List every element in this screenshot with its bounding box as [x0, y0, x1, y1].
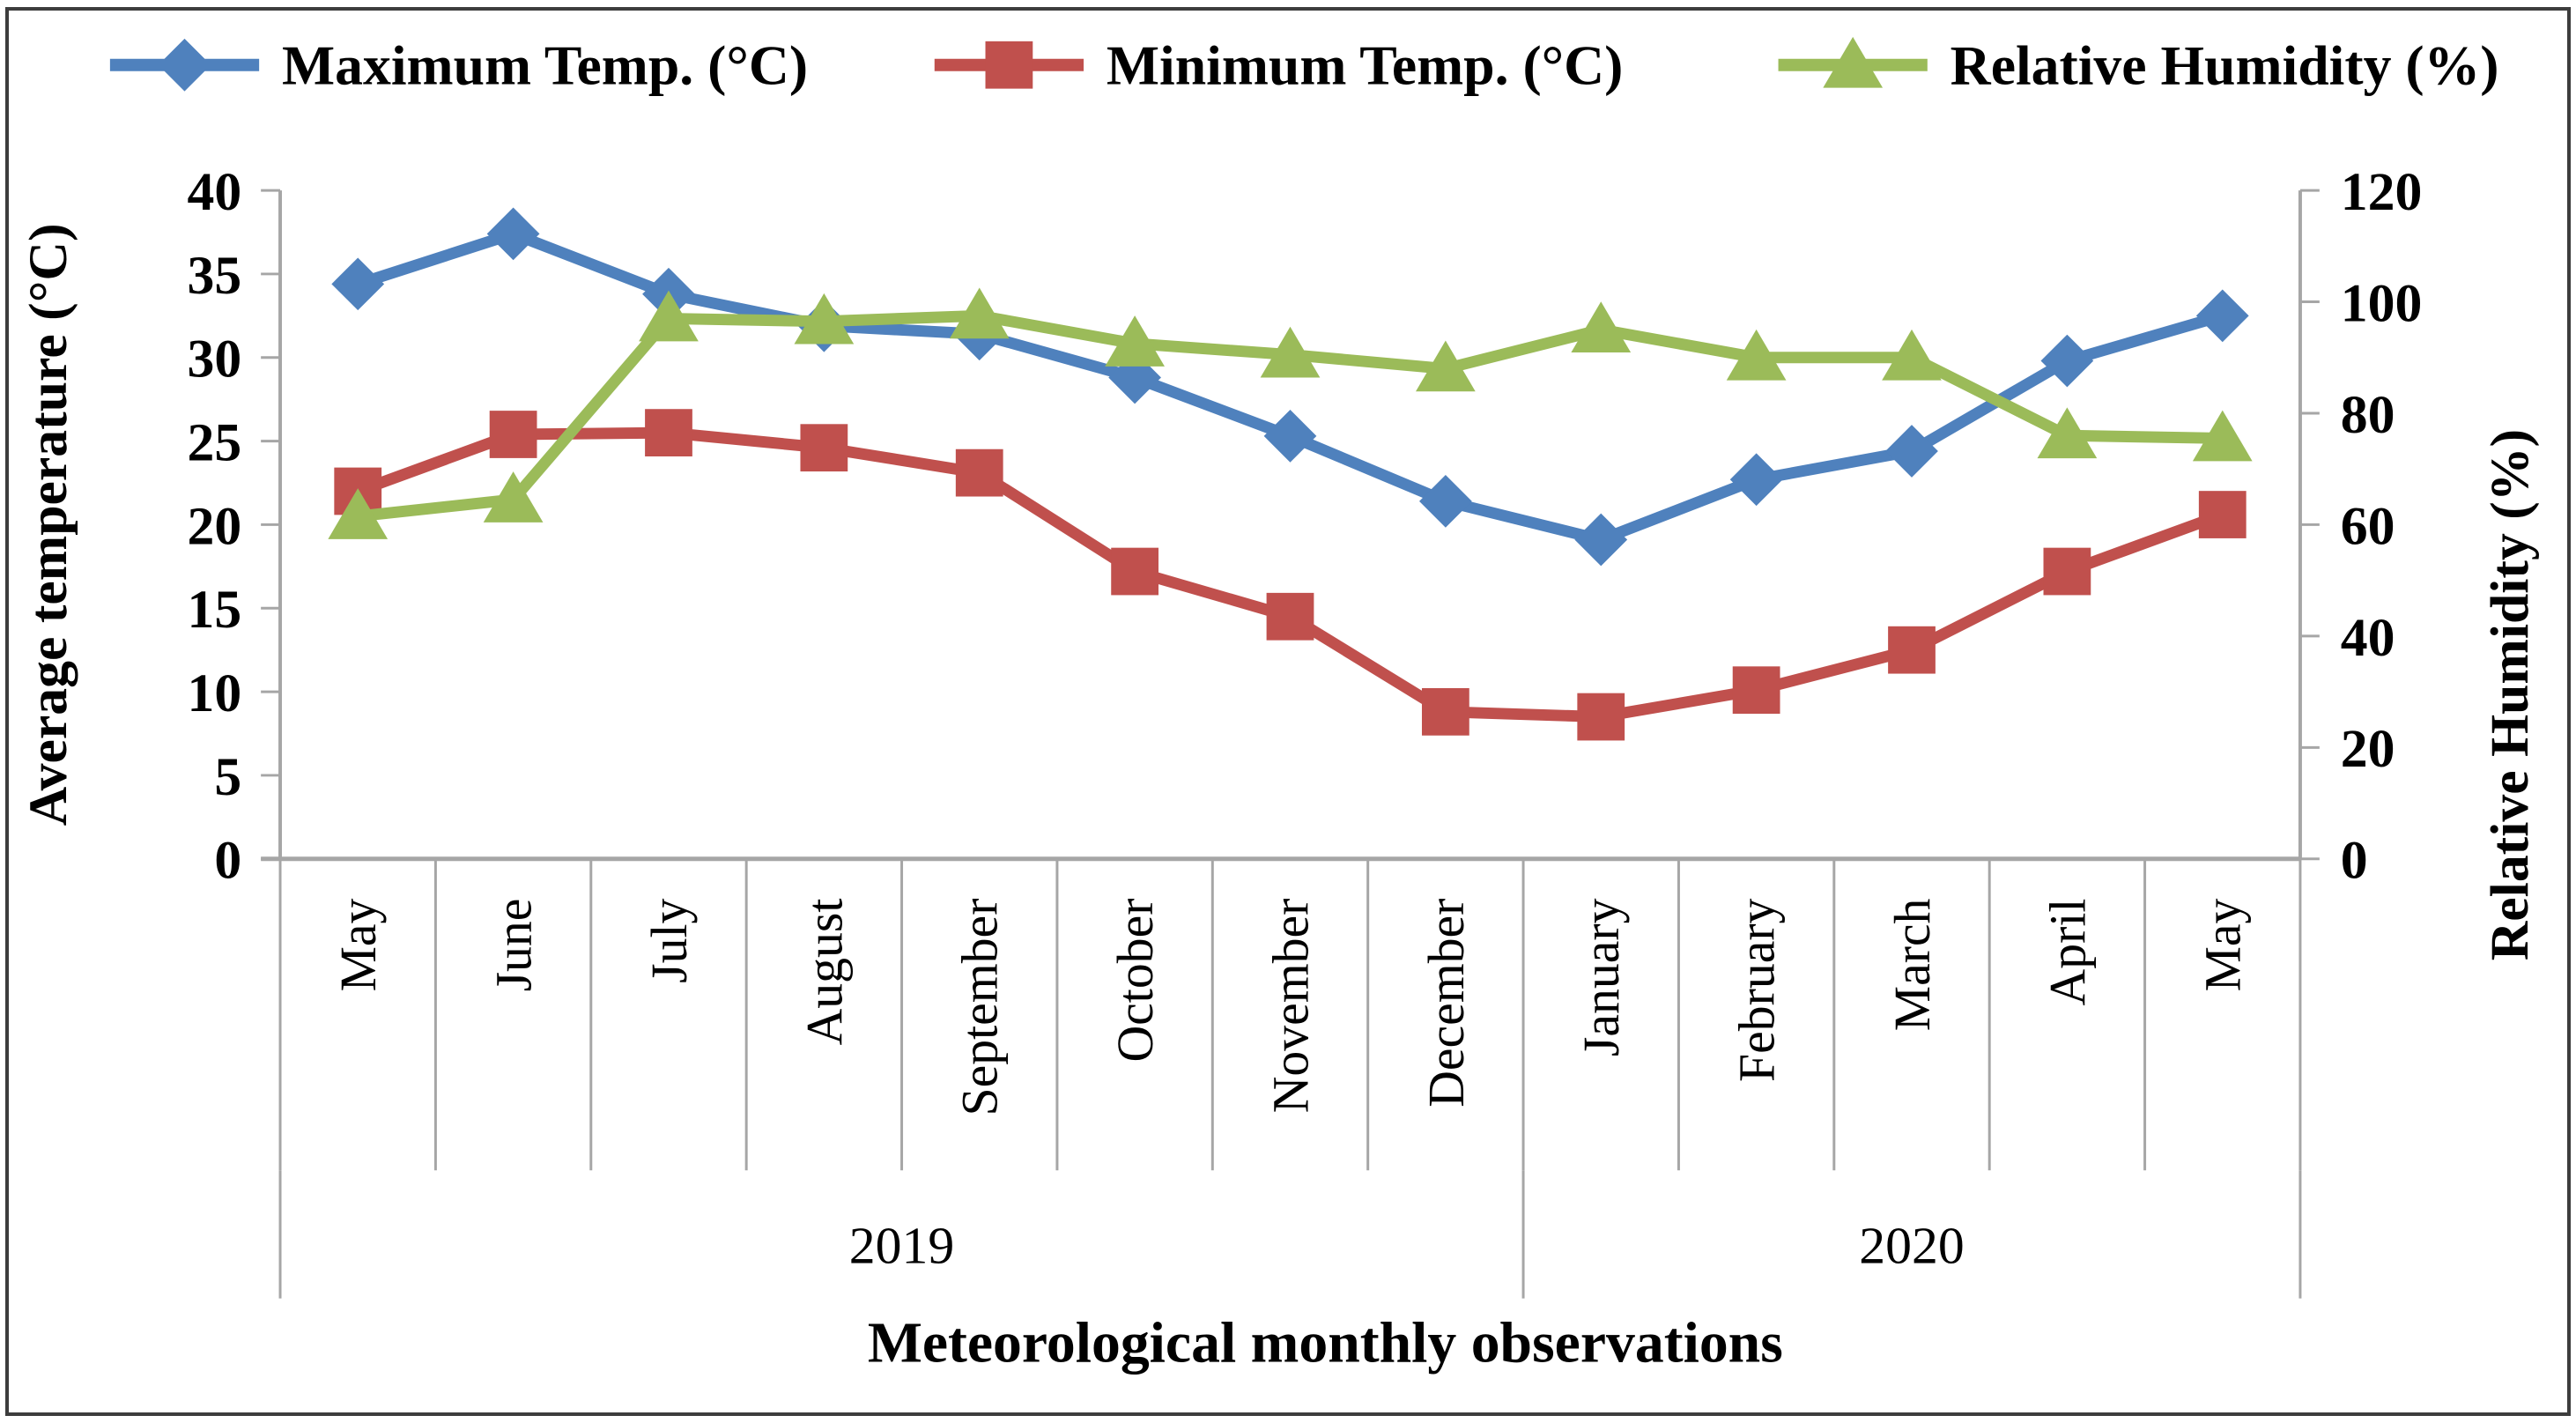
legend-item: Maximum Temp. (°C) — [109, 34, 808, 97]
month-label: July — [642, 898, 698, 982]
data-point-triangle — [328, 488, 389, 539]
data-point-triangle — [1416, 340, 1476, 392]
month-label: September — [953, 899, 1009, 1116]
month-label: March — [1885, 898, 1941, 1031]
right-axis-tick-label: 20 — [2341, 719, 2395, 779]
legend-label: Minimum Temp. (°C) — [1107, 34, 1623, 97]
month-label: May — [2196, 898, 2252, 991]
data-point-triangle — [794, 293, 855, 345]
data-point-diamond — [331, 257, 385, 311]
data-point-square — [1266, 592, 1314, 641]
month-label: April — [2040, 899, 2096, 1006]
data-point-triangle — [1260, 326, 1321, 378]
left-axis-tick-label: 15 — [188, 580, 242, 640]
left-axis-tick-label: 30 — [188, 330, 242, 389]
data-point-square — [800, 424, 848, 472]
data-point-triangle — [639, 290, 699, 342]
data-point-square — [1111, 547, 1158, 596]
data-point-square — [645, 409, 692, 456]
data-point-square — [955, 448, 1003, 497]
data-point-square — [1888, 626, 1936, 674]
figure-border: 0 5 10 15 20 25 30 35 40 0 20 40 60 80 100 120 May June Ju… — [5, 7, 2571, 1416]
month-label: December — [1419, 899, 1475, 1108]
data-point-square — [2198, 491, 2247, 538]
data-point-diamond — [2195, 289, 2249, 343]
data-point-diamond — [1263, 410, 1317, 463]
meteorology-line-chart: 0 5 10 15 20 25 30 35 40 0 20 40 60 80 100 120 May June Ju… — [19, 34, 2540, 1375]
data-point-square — [2043, 547, 2091, 596]
right-axis-tick-label: 60 — [2341, 496, 2395, 556]
data-point-square — [1732, 666, 1780, 715]
data-point-diamond — [2040, 334, 2094, 388]
left-axis-tick-label: 40 — [188, 162, 242, 222]
data-point-triangle — [949, 287, 1010, 339]
year-label: 2019 — [849, 1217, 954, 1275]
left-axis-tick-label: 10 — [188, 663, 242, 723]
data-point-diamond — [486, 207, 540, 261]
right-axis-tick-label: 40 — [2341, 608, 2395, 668]
left-axis-tick-label: 35 — [188, 246, 242, 306]
left-axis-tick-label: 20 — [188, 496, 242, 556]
x-axis-title: Meteorological monthly observations — [868, 1310, 1783, 1375]
data-point-square — [1421, 687, 1469, 736]
data-point-triangle — [2037, 407, 2098, 459]
data-point-square — [1577, 693, 1625, 741]
legend-item: Minimum Temp. (°C) — [934, 34, 1623, 97]
month-label: June — [487, 899, 543, 992]
left-axis-tick-label: 5 — [214, 747, 241, 807]
data-point-diamond — [1418, 475, 1472, 528]
month-label: August — [797, 899, 853, 1046]
legend-label: Relative Humidity (%) — [1951, 34, 2499, 97]
series-line-minimum-temp-c- — [355, 426, 2224, 723]
right-axis-tick-label: 100 — [2341, 273, 2423, 333]
right-axis-tick-label: 120 — [2341, 162, 2423, 222]
data-point-diamond — [1574, 513, 1628, 567]
legend-diamond-icon — [158, 38, 211, 92]
left-axis-tick-label: 0 — [214, 831, 241, 891]
month-label: January — [1574, 898, 1630, 1056]
data-point-triangle — [2192, 410, 2253, 462]
month-label: February — [1730, 898, 1786, 1082]
data-point-triangle — [1571, 301, 1632, 353]
month-label: May — [331, 898, 387, 991]
data-point-diamond — [1885, 425, 1938, 478]
month-label: November — [1263, 899, 1319, 1114]
left-axis-title: Average temperature (°C) — [19, 224, 78, 826]
series-line-maximum-temp-c- — [356, 227, 2224, 546]
data-point-triangle — [1726, 329, 1787, 381]
legend-triangle-icon — [1823, 36, 1884, 88]
right-axis-tick-label: 0 — [2341, 831, 2368, 891]
data-point-triangle — [483, 471, 544, 523]
legend-item: Relative Humidity (%) — [1778, 34, 2499, 97]
right-axis-title: Relative Humidity (%) — [2480, 429, 2540, 960]
year-label: 2020 — [1859, 1217, 1964, 1275]
data-point-square — [489, 411, 537, 458]
data-point-diamond — [1729, 453, 1783, 507]
left-axis-tick-label: 25 — [188, 413, 242, 473]
month-label: October — [1108, 899, 1164, 1063]
legend-label: Maximum Temp. (°C) — [282, 34, 808, 97]
legend-square-icon — [985, 41, 1033, 89]
data-point-triangle — [1105, 315, 1165, 367]
right-axis-tick-label: 80 — [2341, 385, 2395, 445]
data-point-triangle — [1882, 329, 1942, 381]
